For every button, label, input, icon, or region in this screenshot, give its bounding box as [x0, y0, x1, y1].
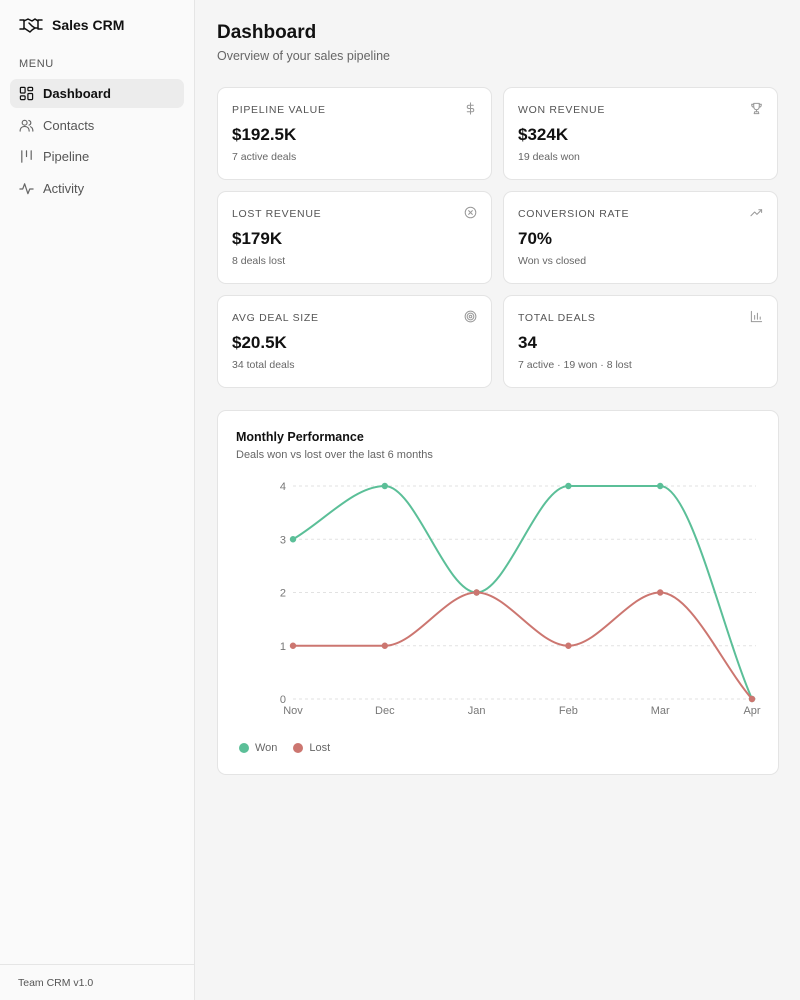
legend-label: Won: [255, 742, 278, 754]
x-circle-icon: [464, 206, 477, 219]
won-revenue-card: WON REVENUE $324K 19 deals won: [503, 87, 778, 180]
card-label: TOTAL DEALS: [518, 312, 596, 324]
sidebar-item-contacts[interactable]: Contacts: [10, 111, 184, 140]
kanban-icon: [21, 150, 32, 163]
data-point-won: [565, 482, 572, 490]
page-title: Dashboard: [217, 22, 317, 43]
x-tick-label: Nov: [283, 705, 303, 717]
data-point-won: [657, 482, 664, 490]
sidebar-item-label: Contacts: [43, 117, 95, 133]
data-point-lost: [473, 589, 480, 596]
trending-up-icon: [750, 209, 763, 217]
y-tick-label: 1: [280, 641, 286, 653]
card-label: WON REVENUE: [518, 104, 606, 116]
data-point-lost: [381, 642, 388, 649]
data-point-lost: [748, 695, 756, 703]
pipeline-value-card: PIPELINE VALUE $192.5K 7 active deals: [217, 87, 492, 180]
sidebar-item-label: Pipeline: [43, 149, 90, 164]
card-value: $179K: [232, 229, 283, 248]
card-label: CONVERSION RATE: [518, 208, 630, 220]
dollar-icon: [466, 102, 475, 115]
y-tick-label: 3: [280, 534, 286, 546]
main-content: Dashboard Overview of your sales pipelin…: [196, 0, 800, 1000]
sidebar-item-label: Activity: [43, 180, 85, 196]
card-sub: 7 active deals: [232, 151, 297, 163]
sidebar-item-activity[interactable]: Activity: [10, 174, 184, 203]
y-tick-label: 2: [280, 588, 286, 600]
bar-chart-icon: [750, 310, 763, 323]
card-label: LOST REVENUE: [232, 208, 322, 220]
sidebar-item-dashboard[interactable]: Dashboard: [10, 79, 184, 108]
brand-name: Sales CRM: [52, 17, 125, 33]
card-value: 34: [518, 333, 537, 352]
legend-dot-won: [239, 743, 249, 753]
chart-subtitle: Deals won vs lost over the last 6 months: [236, 449, 433, 461]
card-value: $324K: [518, 125, 569, 144]
total-deals-card: TOTAL DEALS 34 7 active · 19 won · 8 los…: [503, 295, 778, 388]
card-label: AVG DEAL SIZE: [232, 312, 319, 324]
legend-item-won[interactable]: Won: [239, 742, 277, 754]
card-sub: Won vs closed: [518, 255, 587, 267]
card-sub: 7 active · 19 won · 8 lost: [518, 359, 632, 371]
card-value: $20.5K: [232, 333, 287, 352]
card-label: PIPELINE VALUE: [232, 104, 326, 116]
avg-deal-size-card: AVG DEAL SIZE $20.5K 34 total deals: [217, 295, 492, 388]
sidebar-nav: Dashboard Contacts Pipeline Activity: [10, 79, 184, 205]
x-tick-label: Apr: [743, 705, 760, 717]
data-point-lost: [565, 642, 572, 649]
data-point-lost: [657, 589, 664, 596]
card-value: $192.5K: [232, 125, 297, 144]
target-icon: [464, 310, 477, 323]
trophy-icon: [751, 102, 762, 115]
legend-dot-lost: [293, 743, 304, 753]
page-subtitle: Overview of your sales pipeline: [217, 49, 390, 63]
x-tick-label: Mar: [651, 705, 670, 717]
menu-heading: MENU: [19, 58, 54, 70]
lost-revenue-card: LOST REVENUE $179K 8 deals lost: [217, 191, 492, 284]
data-point-won: [381, 482, 388, 490]
sidebar: Sales CRM MENU Dashboard Contacts: [0, 0, 195, 1000]
handshake-icon: [19, 18, 43, 33]
activity-icon: [19, 182, 34, 194]
line-chart: 0 1 2 3 4 Nov Dec Jan Feb Mar Apr: [280, 481, 761, 717]
y-tick-label: 0: [280, 694, 286, 706]
dashboard-icon: [19, 86, 34, 101]
sidebar-item-pipeline[interactable]: Pipeline: [10, 142, 184, 171]
monthly-performance-card: 0 1 2 3 4 Nov Dec Jan Feb Mar Apr Monthly Performa…: [217, 410, 779, 775]
data-point-lost: [289, 642, 297, 649]
users-icon: [19, 119, 34, 132]
sidebar-item-label: Dashboard: [43, 86, 111, 101]
x-tick-label: Jan: [468, 705, 486, 717]
card-value: 70%: [518, 229, 553, 248]
y-tick-label: 4: [280, 481, 286, 493]
sidebar-footer: Team CRM v1.0: [0, 964, 194, 1000]
card-sub: 34 total deals: [232, 359, 295, 371]
x-tick-label: Feb: [559, 705, 578, 717]
x-tick-label: Dec: [375, 705, 395, 717]
legend-label: Lost: [309, 742, 331, 754]
chart-legend: Won Lost: [239, 742, 330, 754]
brand[interactable]: Sales CRM: [19, 14, 124, 36]
legend-item-lost[interactable]: Lost: [293, 742, 330, 754]
card-sub: 8 deals lost: [232, 255, 286, 267]
data-point-won: [289, 536, 297, 543]
conversion-rate-card: CONVERSION RATE 70% Won vs closed: [503, 191, 778, 284]
card-sub: 19 deals won: [518, 151, 580, 163]
chart-title: Monthly Performance: [236, 430, 364, 444]
